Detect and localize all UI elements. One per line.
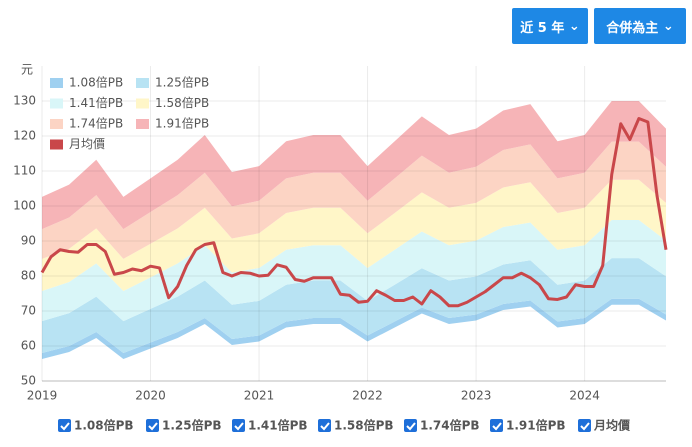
y-tick-label: 90 — [21, 234, 36, 248]
y-tick-label: 60 — [21, 339, 36, 353]
y-tick-label: 100 — [13, 199, 36, 213]
y-tick-label: 70 — [21, 304, 36, 318]
legend-swatch — [50, 78, 63, 88]
pb-band — [42, 258, 666, 353]
range-label: 近 5 年 — [520, 20, 565, 36]
pb-band — [42, 298, 666, 359]
range-button[interactable]: 近 5 年 ⌄ — [512, 8, 588, 44]
legend-toggle-label: 1.58倍PB — [334, 418, 394, 433]
legend-swatch — [136, 98, 149, 109]
legend-checkbox[interactable] — [146, 419, 159, 432]
legend-swatch — [50, 119, 63, 129]
legend-swatch — [50, 139, 63, 150]
legend-checkbox[interactable] — [490, 419, 503, 432]
check-mark — [580, 422, 590, 431]
check-mark — [406, 422, 416, 431]
legend-checkbox[interactable] — [404, 419, 417, 432]
pb-band — [42, 101, 666, 230]
y-tick-label: 130 — [13, 94, 36, 108]
x-tick-label: 2021 — [244, 389, 275, 403]
check-mark — [492, 422, 502, 431]
legend-checkbox[interactable] — [578, 419, 591, 432]
y-unit: 元 — [21, 63, 33, 77]
pb-band — [42, 220, 666, 322]
check-mark — [320, 422, 330, 431]
legend-swatch — [50, 98, 63, 109]
legend-toggle-label: 1.91倍PB — [506, 418, 566, 433]
legend-swatch — [136, 78, 149, 88]
legend-label: 1.58倍PB — [155, 95, 209, 110]
x-tick-label: 2022 — [352, 389, 383, 403]
legend-swatch — [136, 119, 149, 129]
price-line — [40, 117, 668, 308]
legend-label: 1.41倍PB — [69, 95, 123, 110]
check-mark — [148, 422, 158, 431]
check-mark — [60, 422, 70, 431]
legend-checkbox[interactable] — [318, 419, 331, 432]
legend-toggle-label: 1.41倍PB — [248, 418, 308, 433]
check-mark — [234, 422, 244, 431]
plot-layer: 50 60 70 80 90 100 110 120 130 2019 2020 2021 2022 20… — [13, 63, 668, 433]
x-tick-label: 2020 — [135, 389, 166, 403]
y-tick-label: 120 — [13, 129, 36, 143]
x-tick-label: 2023 — [461, 389, 492, 403]
legend-label: 1.25倍PB — [155, 75, 209, 90]
legend-label: 月均價 — [69, 137, 105, 151]
legend-checkbox[interactable] — [58, 419, 71, 432]
basis-button[interactable]: 合併為主 ⌄ — [594, 8, 686, 44]
pb-band — [42, 179, 666, 292]
y-tick-label: 50 — [21, 374, 36, 388]
pb-band — [42, 141, 666, 259]
y-tick-label: 80 — [21, 269, 36, 283]
chart: 50 60 70 80 90 100 110 120 130 2019 2020 2021 2022 20… — [13, 63, 668, 433]
basis-label: 合併為主 — [606, 20, 659, 36]
legend-toggle-label: 月均價 — [593, 418, 631, 433]
legend-toggle-label: 1.08倍PB — [74, 418, 134, 433]
y-tick-label: 110 — [13, 164, 36, 178]
x-tick-label: 2019 — [27, 389, 58, 403]
legend-checkbox[interactable] — [232, 419, 245, 432]
legend-label: 1.08倍PB — [69, 75, 123, 90]
legend-label: 1.91倍PB — [155, 116, 209, 131]
legend-toggle-label: 1.74倍PB — [420, 418, 480, 433]
x-tick-label: 2024 — [569, 389, 600, 403]
legend-label: 1.74倍PB — [69, 116, 123, 131]
legend-toggle-label: 1.25倍PB — [162, 418, 222, 433]
